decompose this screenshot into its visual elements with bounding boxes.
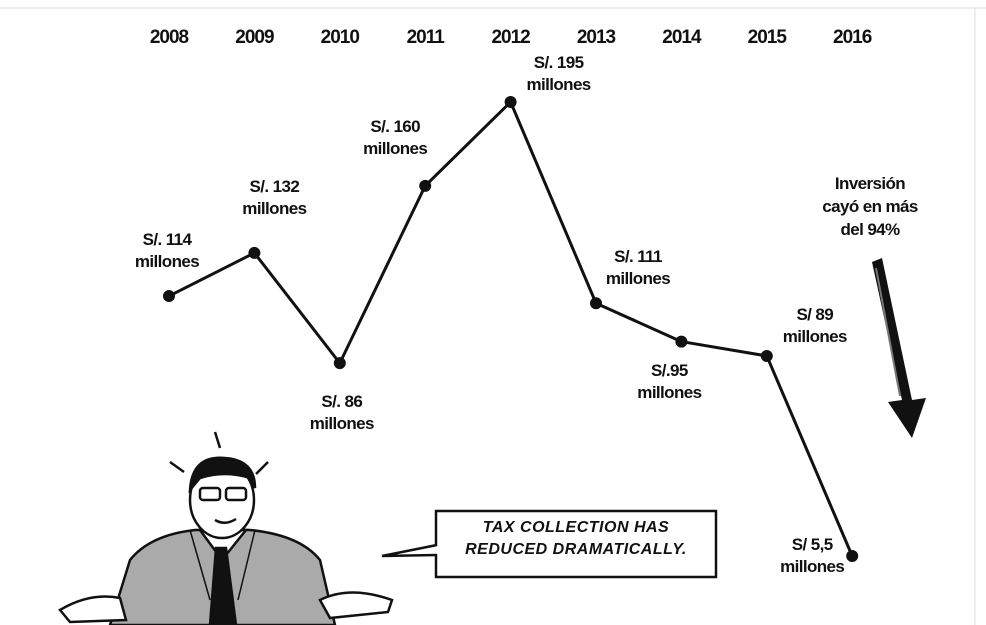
year-label: 2010 [321,27,360,48]
annotation: Inversión cayó en más del 94% [818,172,922,241]
data-point [248,247,260,259]
value-label: S/.95 millones [623,360,715,404]
data-line [169,102,852,556]
year-label: 2015 [748,27,788,48]
value-label: S/ 5,5 millones [766,534,858,578]
down-arrow [872,258,926,438]
data-point [675,336,687,348]
cartoon-man [60,432,392,625]
year-label: 2014 [662,27,702,48]
data-point [163,290,175,302]
year-label: 2008 [150,27,189,48]
data-point [419,180,431,192]
value-label: S/. 86 millones [296,391,388,435]
data-point [334,357,346,369]
value-label: S/. 132 millones [228,176,320,220]
value-label: S/. 195 millones [513,52,605,96]
year-label: 2013 [577,27,616,48]
value-label: S/. 111 millones [592,246,684,290]
data-point [761,350,773,362]
speech-text: TAX COLLECTION HAS REDUCED DRAMATICALLY. [440,517,712,561]
comic-chart: 2008 2009 2010 2011 2012 2013 2014 2015 2016 Inv… [0,0,986,625]
year-label: 2009 [235,27,274,48]
year-label: 2012 [491,27,530,48]
value-label: S/. 160 millones [349,116,441,160]
data-point [505,96,517,108]
data-point [590,297,602,309]
year-label: 2011 [407,27,446,48]
year-label: 2016 [833,27,872,48]
value-label: S/ 89 millones [769,304,861,348]
value-label: S/. 114 millones [121,229,213,273]
